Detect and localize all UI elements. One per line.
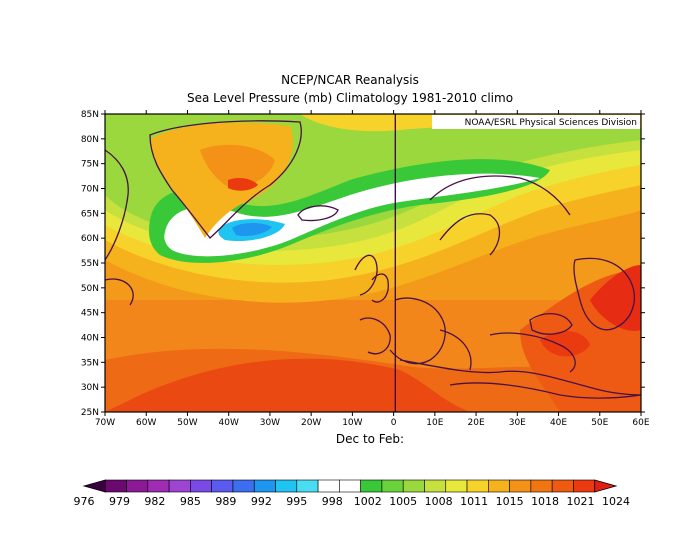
colorbar-swatch: [296, 479, 319, 493]
colorbar-swatch: [424, 479, 447, 493]
lon-tick-label: 40E: [550, 418, 567, 428]
colorbar-swatch: [530, 479, 553, 493]
colorbar-label: 1011: [460, 495, 488, 508]
lon-tick-label: 20W: [301, 418, 321, 428]
lon-tick-label: 30E: [509, 418, 526, 428]
lat-tick-label: 60N: [81, 234, 99, 244]
colorbar-swatch: [360, 479, 383, 493]
colorbar-swatch: [488, 479, 510, 493]
longitude-axis: 70W 60W 50W 40W 30W 20W 10W 0 10E 20E 30E 40E 50E 60E: [95, 110, 650, 428]
lon-tick-label: 40W: [219, 418, 239, 428]
colorbar-label: 1021: [567, 495, 595, 508]
lat-tick-label: 85N: [81, 110, 99, 120]
lon-tick-label: 20E: [468, 418, 485, 428]
colorbar-label: 982: [144, 495, 165, 508]
colorbar-swatch: [551, 479, 574, 493]
colorbar-arrow-high: [594, 479, 618, 493]
colorbar-swatch: [573, 479, 596, 493]
lon-tick-label: 60W: [136, 418, 156, 428]
colorbar: 976 979 982 985 989 992 995 998 1002 1005 1008 1011…: [74, 479, 630, 508]
mediterranean-coastline: [439, 329, 641, 399]
colorbar-label: 1024: [602, 495, 630, 508]
lat-tick-label: 55N: [81, 259, 99, 269]
colorbar-label: 1005: [389, 495, 417, 508]
scandinavia-coastline: [429, 175, 571, 256]
lat-tick-label: 30N: [81, 383, 99, 393]
lat-tick-label: 75N: [81, 160, 99, 170]
colorbar-label: 1002: [354, 495, 382, 508]
colorbar-arrow-low: [82, 479, 106, 493]
lon-tick-label: 60E: [632, 418, 649, 428]
colorbar-swatch: [253, 479, 276, 493]
colorbar-label: 1008: [425, 495, 453, 508]
lon-tick-label: 10W: [342, 418, 362, 428]
colorbar-swatch: [509, 479, 532, 493]
colorbar-swatch: [466, 479, 489, 493]
colorbar-swatch: [275, 479, 298, 493]
pressure-field: [105, 114, 641, 412]
chart-title-line-2: Sea Level Pressure (mb) Climatology 1981…: [186, 91, 514, 105]
coastlines: [105, 120, 641, 399]
colorbar-swatch: [104, 479, 127, 493]
lat-tick-label: 70N: [81, 185, 99, 195]
lon-tick-label: 10E: [426, 418, 443, 428]
lon-tick-label: 0: [391, 418, 397, 428]
lat-tick-label: 80N: [81, 135, 99, 145]
lat-tick-label: 65N: [81, 209, 99, 219]
season-label: Dec to Feb:: [335, 432, 405, 446]
colorbar-swatch: [445, 479, 468, 493]
colorbar-swatch: [147, 479, 170, 493]
colorbar-swatch: [339, 479, 361, 493]
colorbar-label: 976: [74, 495, 95, 508]
lon-tick-label: 30W: [260, 418, 280, 428]
colorbar-label: 992: [251, 495, 272, 508]
colorbar-swatch: [126, 479, 149, 493]
lon-tick-label: 50E: [591, 418, 608, 428]
lon-tick-label: 70W: [95, 418, 115, 428]
colorbar-swatch: [381, 479, 404, 493]
lat-tick-label: 50N: [81, 284, 99, 294]
colorbar-swatch: [190, 479, 212, 493]
lat-tick-label: 40N: [81, 334, 99, 344]
colorbar-label: 998: [322, 495, 343, 508]
colorbar-swatch: [211, 479, 234, 493]
colorbar-swatch: [232, 479, 255, 493]
greenland-coastline: [149, 120, 302, 239]
western-europe-coastline: [359, 297, 446, 365]
colorbar-label: 985: [180, 495, 201, 508]
iceland-coastline: [297, 205, 339, 222]
lat-tick-label: 35N: [81, 358, 99, 368]
lon-tick-label: 50W: [177, 418, 197, 428]
colorbar-label: 979: [109, 495, 130, 508]
colorbar-swatch: [168, 479, 191, 493]
lat-tick-label: 25N: [81, 408, 99, 418]
colorbar-swatch: [402, 479, 425, 493]
black-sea-coastline: [529, 313, 573, 335]
colorbar-swatch: [317, 479, 340, 493]
colorbar-label: 1018: [531, 495, 559, 508]
credit-text: NOAA/ESRL Physical Sciences Division: [465, 118, 637, 128]
british-isles-coastline: [354, 254, 389, 303]
lat-tick-label: 45N: [81, 309, 99, 319]
colorbar-label: 995: [286, 495, 307, 508]
north-africa-coastline: [399, 359, 641, 396]
north-america-coastline: [105, 149, 134, 306]
latitude-axis: 85N 80N 75N 70N 65N 60N 55N 50N 45N 40N 35N 30N 25N: [81, 110, 645, 418]
credit-box: [432, 115, 640, 129]
caspian-sea-coastline: [573, 257, 635, 331]
colorbar-label: 989: [215, 495, 236, 508]
chart-title-line-1: NCEP/NCAR Reanalysis: [281, 73, 419, 87]
colorbar-label: 1015: [496, 495, 524, 508]
